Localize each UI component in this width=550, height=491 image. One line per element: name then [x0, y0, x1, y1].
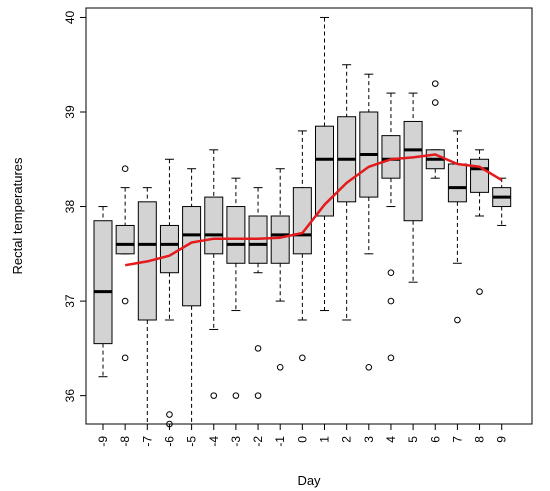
box-8	[470, 149, 490, 295]
y-axis: 36 37 38 39 40	[63, 10, 86, 402]
x-tick-label: -2	[251, 436, 265, 447]
outlier-point	[166, 411, 173, 418]
x-tick-label: 3	[362, 436, 376, 443]
outlier-point	[210, 392, 218, 399]
box-body	[226, 206, 246, 264]
outlier-point	[121, 354, 129, 362]
x-tick-label: -6	[162, 436, 176, 447]
x-tick-label: -8	[118, 436, 132, 447]
box-body	[403, 120, 423, 222]
x-tick-label: 8	[473, 436, 487, 443]
y-tick-label: 40	[63, 10, 77, 24]
box-5	[403, 92, 423, 283]
x-tick-label: -3	[229, 436, 243, 447]
box--9	[93, 206, 113, 378]
box-body	[93, 220, 113, 345]
box--6	[159, 158, 179, 428]
box-body	[292, 187, 312, 255]
box-body	[381, 135, 401, 179]
outlier-point	[431, 99, 439, 106]
x-tick-label: 6	[428, 436, 442, 443]
box-4	[381, 92, 401, 362]
box--5	[182, 168, 202, 425]
box--4	[204, 149, 224, 399]
plot-frame	[85, 7, 533, 425]
outlier-point	[254, 392, 262, 399]
x-tick-label: -7	[140, 436, 154, 447]
box--8	[115, 165, 135, 362]
y-tick-label: 38	[63, 200, 77, 214]
outlier-point	[232, 392, 240, 399]
y-tick-label: 37	[63, 294, 77, 308]
box-0	[292, 130, 312, 362]
outlier-point	[299, 354, 306, 362]
box--3	[226, 177, 246, 399]
outlier-point	[387, 354, 395, 362]
box-body	[115, 224, 135, 255]
box-9	[492, 177, 512, 226]
box-body	[182, 206, 202, 307]
box--1	[270, 168, 290, 371]
box-body	[315, 125, 334, 217]
x-tick-label: 4	[384, 436, 398, 443]
y-tick-label: 39	[63, 105, 77, 119]
boxes	[93, 16, 512, 428]
box-1	[315, 16, 334, 312]
y-axis-label: Rectal temperatures	[10, 157, 25, 275]
box-3	[359, 73, 379, 371]
trend-line-layer	[124, 153, 503, 267]
trend-line	[124, 153, 503, 267]
box--7	[137, 187, 157, 425]
x-tick-label: 7	[450, 436, 464, 443]
y-tick-label: 36	[63, 389, 77, 403]
x-tick-label: -9	[96, 436, 110, 447]
outlier-point	[387, 269, 395, 277]
outlier-point	[365, 363, 373, 371]
x-tick-label: 1	[318, 436, 332, 443]
x-tick-label: 5	[406, 436, 420, 443]
outlier-point	[387, 297, 395, 305]
box-body	[204, 196, 224, 255]
x-tick-label: 9	[495, 436, 509, 443]
x-tick-label: -5	[185, 436, 199, 447]
box-body	[270, 215, 290, 264]
outlier-point	[276, 363, 284, 371]
box-7	[447, 130, 467, 324]
box-6	[425, 80, 445, 179]
x-tick-label: -1	[273, 436, 287, 447]
outlier-point	[454, 316, 461, 324]
x-tick-label: 2	[340, 436, 354, 443]
outlier-point	[431, 80, 439, 87]
x-tick-label: 0	[295, 436, 309, 443]
outlier-point	[254, 345, 262, 352]
x-tick-label: -4	[207, 436, 221, 447]
box-body	[159, 224, 179, 274]
x-axis-label: Day	[297, 473, 321, 488]
box-body	[470, 158, 490, 193]
x-axis: -9 -8 -7 -6 -5 -4 -3 -2 -1 0 1 2 3 4 5 6 7 8 9	[96, 424, 509, 447]
box-2	[337, 64, 357, 321]
box--2	[248, 187, 268, 399]
outlier-point	[121, 297, 129, 305]
box-body	[447, 163, 467, 203]
outlier-point	[476, 288, 483, 295]
outlier-point	[121, 165, 129, 173]
